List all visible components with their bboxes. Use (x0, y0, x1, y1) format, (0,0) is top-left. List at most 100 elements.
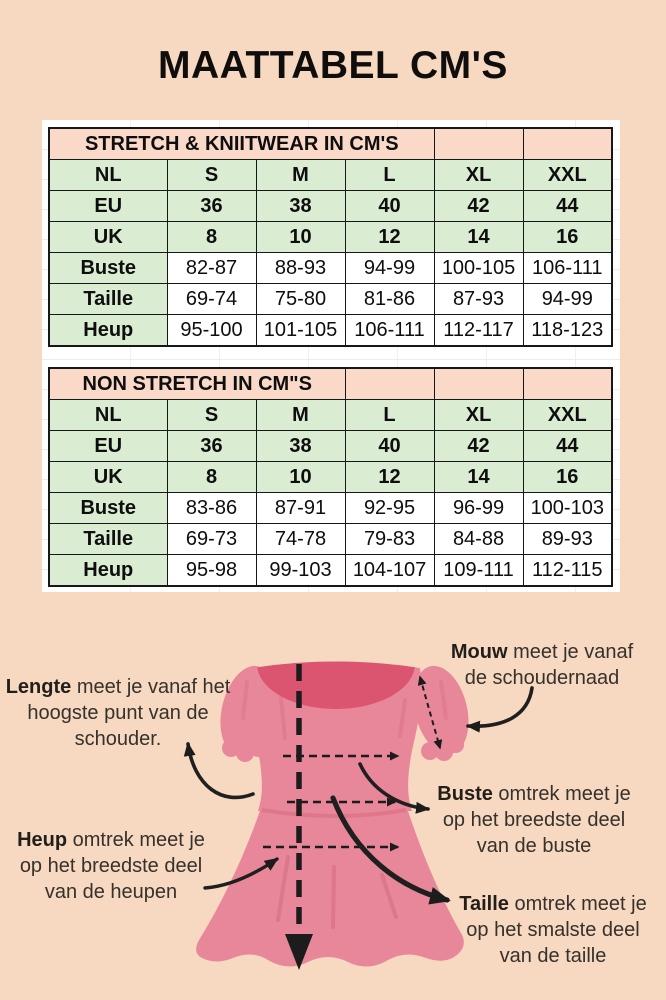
measure-cell: 112-115 (522, 554, 613, 587)
row-label: Taille (48, 283, 168, 315)
measure-cell: 74-78 (255, 523, 346, 555)
size-cell: 12 (344, 221, 435, 253)
buste-text: omtrek meet je (492, 783, 631, 805)
sleeve-dashed-arrow (417, 675, 443, 750)
non-stretch-table: NON STRETCH IN CM"S NL S M L XL XXL EU 3… (48, 367, 614, 587)
size-cell: S (166, 159, 257, 191)
row-label: EU (48, 430, 168, 462)
size-cell: 36 (166, 190, 257, 222)
measure-cell: 112-117 (433, 314, 524, 347)
size-cell: XXL (522, 159, 613, 191)
mouw-text: meet je vanaf (507, 641, 634, 663)
row-label: Buste (48, 252, 168, 284)
size-cell: 40 (344, 430, 435, 462)
measure-cell: 87-91 (255, 492, 346, 524)
row-label: Heup (48, 554, 168, 587)
size-cell: 44 (522, 190, 613, 222)
fabric-folds (241, 680, 448, 929)
table-row: Heup 95-98 99-103 104-107 109-111 112-11… (48, 554, 613, 587)
size-cell: 36 (166, 430, 257, 462)
measure-cell: 81-86 (344, 283, 435, 315)
heup-text-line2: op het breedste deel (19, 855, 203, 877)
mouw-annotation: Mouw meet je vanaf de schoudernaad (428, 639, 656, 691)
taille-text-line3: van de taille (499, 945, 607, 967)
table-row: Heup 95-100 101-105 106-111 112-117 118-… (48, 314, 613, 347)
measure-cell: 87-93 (433, 283, 524, 315)
taille-text-line2: op het smalste deel (466, 919, 640, 941)
measure-cell: 79-83 (344, 523, 435, 555)
waist-shadow (261, 808, 407, 818)
lengte-keyword: Lengte (5, 676, 72, 698)
empty-cell (344, 367, 435, 400)
measure-cell: 96-99 (433, 492, 524, 524)
lengte-text: meet je vanaf het (71, 676, 231, 698)
empty-cell (433, 127, 524, 160)
row-label: Taille (48, 523, 168, 555)
row-label: UK (48, 461, 168, 493)
measurement-lines (263, 664, 443, 970)
lengte-text-line2: hoogste punt van de (27, 702, 209, 724)
size-cell: 12 (344, 461, 435, 493)
size-cell: M (255, 399, 346, 431)
heup-annotation: Heup omtrek meet je op het breedste deel… (0, 827, 222, 905)
table-row: Buste 83-86 87-91 92-95 96-99 100-103 (48, 492, 613, 524)
measure-cell: 106-111 (344, 314, 435, 347)
size-cell: 42 (433, 190, 524, 222)
lengte-arrow (183, 742, 255, 800)
table-row: Taille 69-74 75-80 81-86 87-93 94-99 (48, 283, 613, 315)
buste-text-line2: op het breedste deel (442, 809, 626, 831)
size-cell: 8 (166, 461, 257, 493)
measure-cell: 106-111 (522, 252, 613, 284)
measure-cell: 75-80 (255, 283, 346, 315)
taille-text: omtrek meet je (508, 893, 647, 915)
row-label: EU (48, 190, 168, 222)
size-cell: XL (433, 399, 524, 431)
empty-cell (522, 127, 613, 160)
table-title: STRETCH & KNIITWEAR IN CM'S (48, 127, 435, 160)
measure-cell: 104-107 (344, 554, 435, 587)
mouw-keyword: Mouw (450, 641, 508, 663)
measure-cell: 83-86 (166, 492, 257, 524)
mouw-arrow (466, 686, 534, 733)
row-label: Buste (48, 492, 168, 524)
measure-cell: 92-95 (344, 492, 435, 524)
heup-arrow (203, 857, 279, 890)
size-cell: 14 (433, 461, 524, 493)
measure-cell: 94-99 (344, 252, 435, 284)
table-title-row: NON STRETCH IN CM"S (48, 367, 613, 400)
neckline (257, 661, 415, 709)
empty-cell (433, 367, 524, 400)
table-row: UK 8 10 12 14 16 (48, 461, 613, 493)
measure-cell: 118-123 (522, 314, 613, 347)
measure-cell: 69-74 (166, 283, 257, 315)
table-row: UK 8 10 12 14 16 (48, 221, 613, 253)
row-label: Heup (48, 314, 168, 347)
lengte-text-line3: schouder. (74, 728, 162, 750)
lengte-annotation: Lengte meet je vanaf het hoogste punt va… (4, 674, 232, 752)
measure-cell: 84-88 (433, 523, 524, 555)
size-cell: M (255, 159, 346, 191)
buste-keyword: Buste (437, 783, 493, 805)
taille-arrow (330, 795, 451, 905)
buste-text-line3: van de buste (476, 835, 592, 857)
size-cell: L (344, 159, 435, 191)
size-cell: 40 (344, 190, 435, 222)
size-cell: XXL (522, 399, 613, 431)
buste-annotation: Buste omtrek meet je op het breedste dee… (423, 781, 645, 859)
measure-cell: 99-103 (255, 554, 346, 587)
row-label: UK (48, 221, 168, 253)
row-label: NL (48, 159, 168, 191)
dress-measurement-illustration (183, 661, 534, 970)
callout-arrows (183, 686, 534, 905)
empty-cell (522, 367, 613, 400)
measure-cell: 101-105 (255, 314, 346, 347)
measure-cell: 88-93 (255, 252, 346, 284)
size-cell: 44 (522, 430, 613, 462)
size-cell: XL (433, 159, 524, 191)
measure-cell: 69-73 (166, 523, 257, 555)
length-arrowhead (285, 934, 313, 970)
size-cell: L (344, 399, 435, 431)
measure-cell: 100-105 (433, 252, 524, 284)
size-cell: 38 (255, 430, 346, 462)
